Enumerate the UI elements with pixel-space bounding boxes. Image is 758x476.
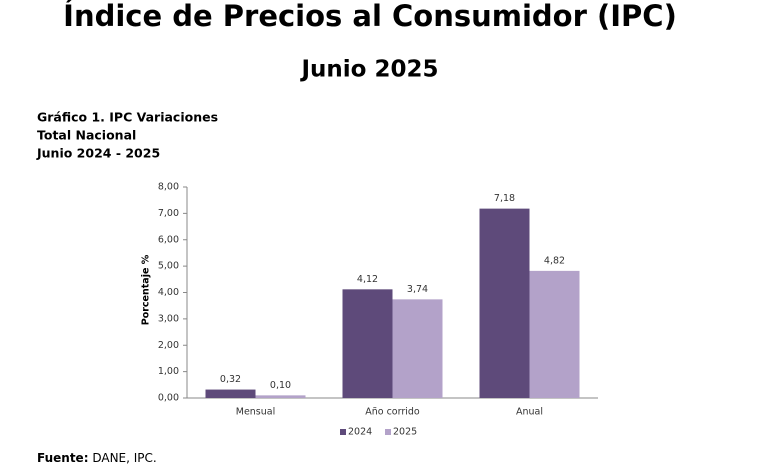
x-tick-label: Año corrido	[365, 407, 420, 418]
legend-swatch	[385, 429, 391, 435]
value-label: 3,74	[407, 284, 428, 295]
legend-label: 2024	[348, 427, 372, 438]
x-tick-label: Mensual	[236, 407, 276, 418]
y-tick-label: 5,00	[158, 261, 179, 272]
value-label: 4,12	[357, 274, 378, 285]
value-label: 0,10	[270, 380, 291, 391]
chart-title: Gráfico 1. IPC Variaciones	[37, 110, 218, 125]
bar	[479, 208, 530, 398]
value-label: 7,18	[494, 193, 515, 204]
bar	[342, 289, 393, 398]
bar	[205, 389, 256, 398]
source-text: DANE, IPC.	[92, 451, 156, 465]
bar	[392, 299, 443, 398]
value-label: 0,32	[220, 374, 241, 385]
y-tick-label: 3,00	[158, 313, 179, 324]
chart-title: Junio 2024 - 2025	[36, 146, 160, 161]
legend-swatch	[340, 429, 346, 435]
legend-label: 2025	[393, 427, 417, 438]
bar	[255, 395, 306, 398]
value-label: 4,82	[544, 255, 565, 266]
y-axis-label: Porcentaje %	[141, 254, 152, 325]
y-tick-label: 8,00	[158, 182, 179, 193]
source: Fuente: DANE, IPC.	[37, 451, 157, 465]
y-tick-label: 0,00	[158, 393, 179, 404]
x-tick-label: Anual	[516, 407, 543, 418]
source-label: Fuente:	[37, 451, 89, 465]
page-title: Índice de Precios al Consumidor (IPC)	[63, 0, 677, 33]
y-tick-label: 6,00	[158, 234, 179, 245]
y-tick-label: 2,00	[158, 340, 179, 351]
y-tick-label: 1,00	[158, 366, 179, 377]
y-tick-label: 4,00	[158, 287, 179, 298]
chart-title: Total Nacional	[37, 128, 136, 143]
page-subtitle: Junio 2025	[299, 57, 438, 83]
bar	[529, 270, 580, 398]
y-tick-label: 7,00	[158, 208, 179, 219]
